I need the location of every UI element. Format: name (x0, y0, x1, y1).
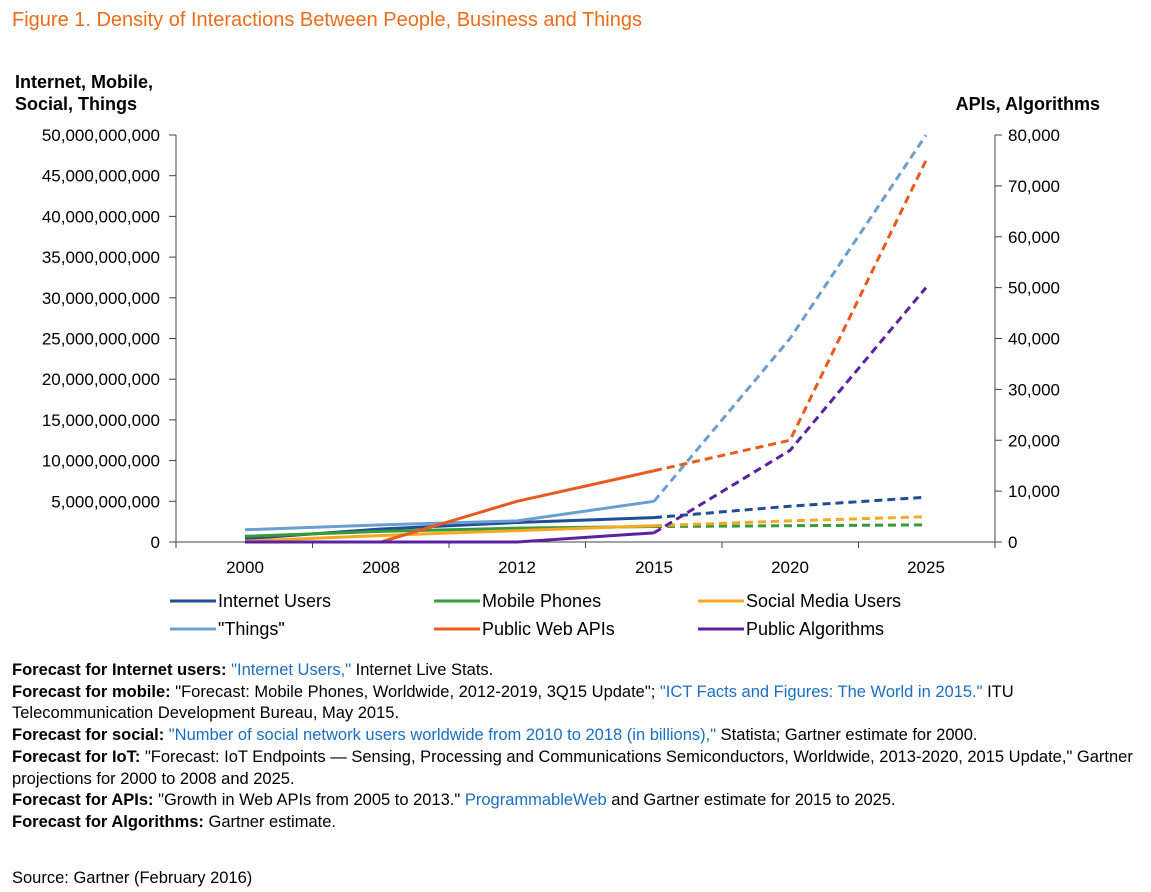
legend-entry: "Things" (218, 619, 285, 639)
right-tick-label: 80,000 (1008, 126, 1060, 145)
right-tick-label: 50,000 (1008, 279, 1060, 298)
legend-entry: Public Web APIs (482, 619, 615, 639)
chart-series (244, 134, 928, 544)
left-tick-label: 10,000,000,000 (42, 452, 160, 471)
left-axis-label: Internet, Mobile, (15, 72, 153, 92)
left-tick-label: 35,000,000,000 (42, 248, 160, 267)
series-line-actual (244, 524, 655, 543)
note-text: Gartner estimate. (203, 812, 336, 831)
series-line-forecast (653, 515, 927, 528)
line-chart: Internet, Mobile,Social, Things APIs, Alg… (15, 72, 1100, 639)
x-tick-label: 2015 (635, 558, 673, 577)
note-text: "Growth in Web APIs from 2005 to 2013." (153, 791, 465, 810)
left-tick-label: 50,000,000,000 (42, 126, 160, 145)
right-tick-label: 40,000 (1008, 330, 1060, 349)
x-tick-label: 2000 (226, 558, 264, 577)
legend-entry: Social Media Users (746, 591, 901, 611)
legend-entry: Mobile Phones (482, 591, 601, 611)
forecast-note-label: Forecast for mobile: (12, 682, 171, 701)
series-line-forecast (653, 495, 927, 520)
forecast-note: Forecast for mobile: "Forecast: Mobile P… (12, 682, 1142, 725)
right-tick-label: 60,000 (1008, 228, 1060, 247)
left-tick-label: 0 (151, 533, 160, 552)
series-line-actual (245, 469, 655, 544)
series-line-forecast (653, 523, 927, 529)
forecast-notes: Forecast for Internet users: "Internet U… (12, 660, 1142, 834)
source-link[interactable]: "Internet Users," (226, 661, 352, 679)
right-tick-label: 20,000 (1008, 431, 1060, 450)
figure-title: Figure 1. Density of Interactions Betwee… (12, 9, 642, 31)
note-text: and Gartner estimate for 2015 to 2025. (606, 791, 896, 810)
right-tick-label: 30,000 (1008, 380, 1060, 399)
source-link[interactable]: "Number of social network users worldwid… (164, 726, 717, 745)
note-text: Statista; Gartner estimate for 2000. (716, 726, 978, 745)
x-tick-label: 2008 (362, 558, 400, 577)
left-tick-label: 15,000,000,000 (42, 411, 160, 430)
forecast-note-label: Forecast for social: (12, 726, 165, 745)
x-tick-label: 2025 (907, 558, 945, 577)
forecast-note: Forecast for social: "Number of social n… (12, 725, 1142, 747)
note-text: "Forecast: Mobile Phones, Worldwide, 201… (170, 682, 660, 701)
left-tick-label: 45,000,000,000 (42, 167, 160, 186)
left-tick-label: 40,000,000,000 (42, 207, 160, 226)
left-axis-label: Social, Things (15, 94, 137, 114)
legend-entry: Internet Users (218, 591, 331, 611)
right-tick-label: 70,000 (1008, 177, 1060, 196)
source-link[interactable]: "ICT Facts and Figures: The World in 201… (659, 682, 983, 701)
right-tick-label: 0 (1008, 533, 1017, 552)
right-tick-label: 10,000 (1008, 482, 1060, 501)
left-tick-label: 25,000,000,000 (42, 330, 160, 349)
forecast-note-label: Forecast for Algorithms: (12, 812, 204, 831)
right-axis-label: APIs, Algorithms (956, 94, 1100, 114)
forecast-note: Forecast for APIs: "Growth in Web APIs f… (12, 790, 1142, 812)
forecast-note: Forecast for Internet users: "Internet U… (12, 660, 1142, 682)
forecast-note-label: Forecast for Internet users: (12, 661, 227, 679)
left-tick-label: 30,000,000,000 (42, 289, 160, 308)
x-tick-label: 2020 (771, 558, 809, 577)
series-line-actual (245, 531, 655, 544)
chart-axes: Internet, Mobile,Social, Things APIs, Alg… (15, 72, 1100, 577)
forecast-note-label: Forecast for APIs: (12, 791, 154, 810)
forecast-note: Forecast for Algorithms: Gartner estimat… (12, 812, 1142, 834)
series-line-forecast (653, 286, 928, 535)
left-tick-label: 20,000,000,000 (42, 370, 160, 389)
chart-legend: Internet Users Mobile Phones Social Media … (170, 591, 901, 639)
source-link[interactable]: ProgrammableWeb (464, 791, 607, 810)
forecast-note-label: Forecast for IoT: (12, 747, 141, 766)
note-text: Internet Live Stats. (351, 661, 494, 679)
left-tick-label: 5,000,000,000 (51, 492, 160, 511)
legend-entry: Public Algorithms (746, 619, 884, 639)
x-tick-label: 2012 (498, 558, 536, 577)
series-line-forecast (653, 159, 928, 473)
series-line-forecast (652, 134, 928, 503)
source-line: Source: Gartner (February 2016) (12, 869, 253, 887)
note-text: "Forecast: IoT Endpoints — Sensing, Proc… (12, 747, 1133, 788)
note-text: ITU Telecommunication Development Bureau… (12, 682, 1014, 723)
forecast-note: Forecast for IoT: "Forecast: IoT Endpoin… (12, 747, 1142, 790)
